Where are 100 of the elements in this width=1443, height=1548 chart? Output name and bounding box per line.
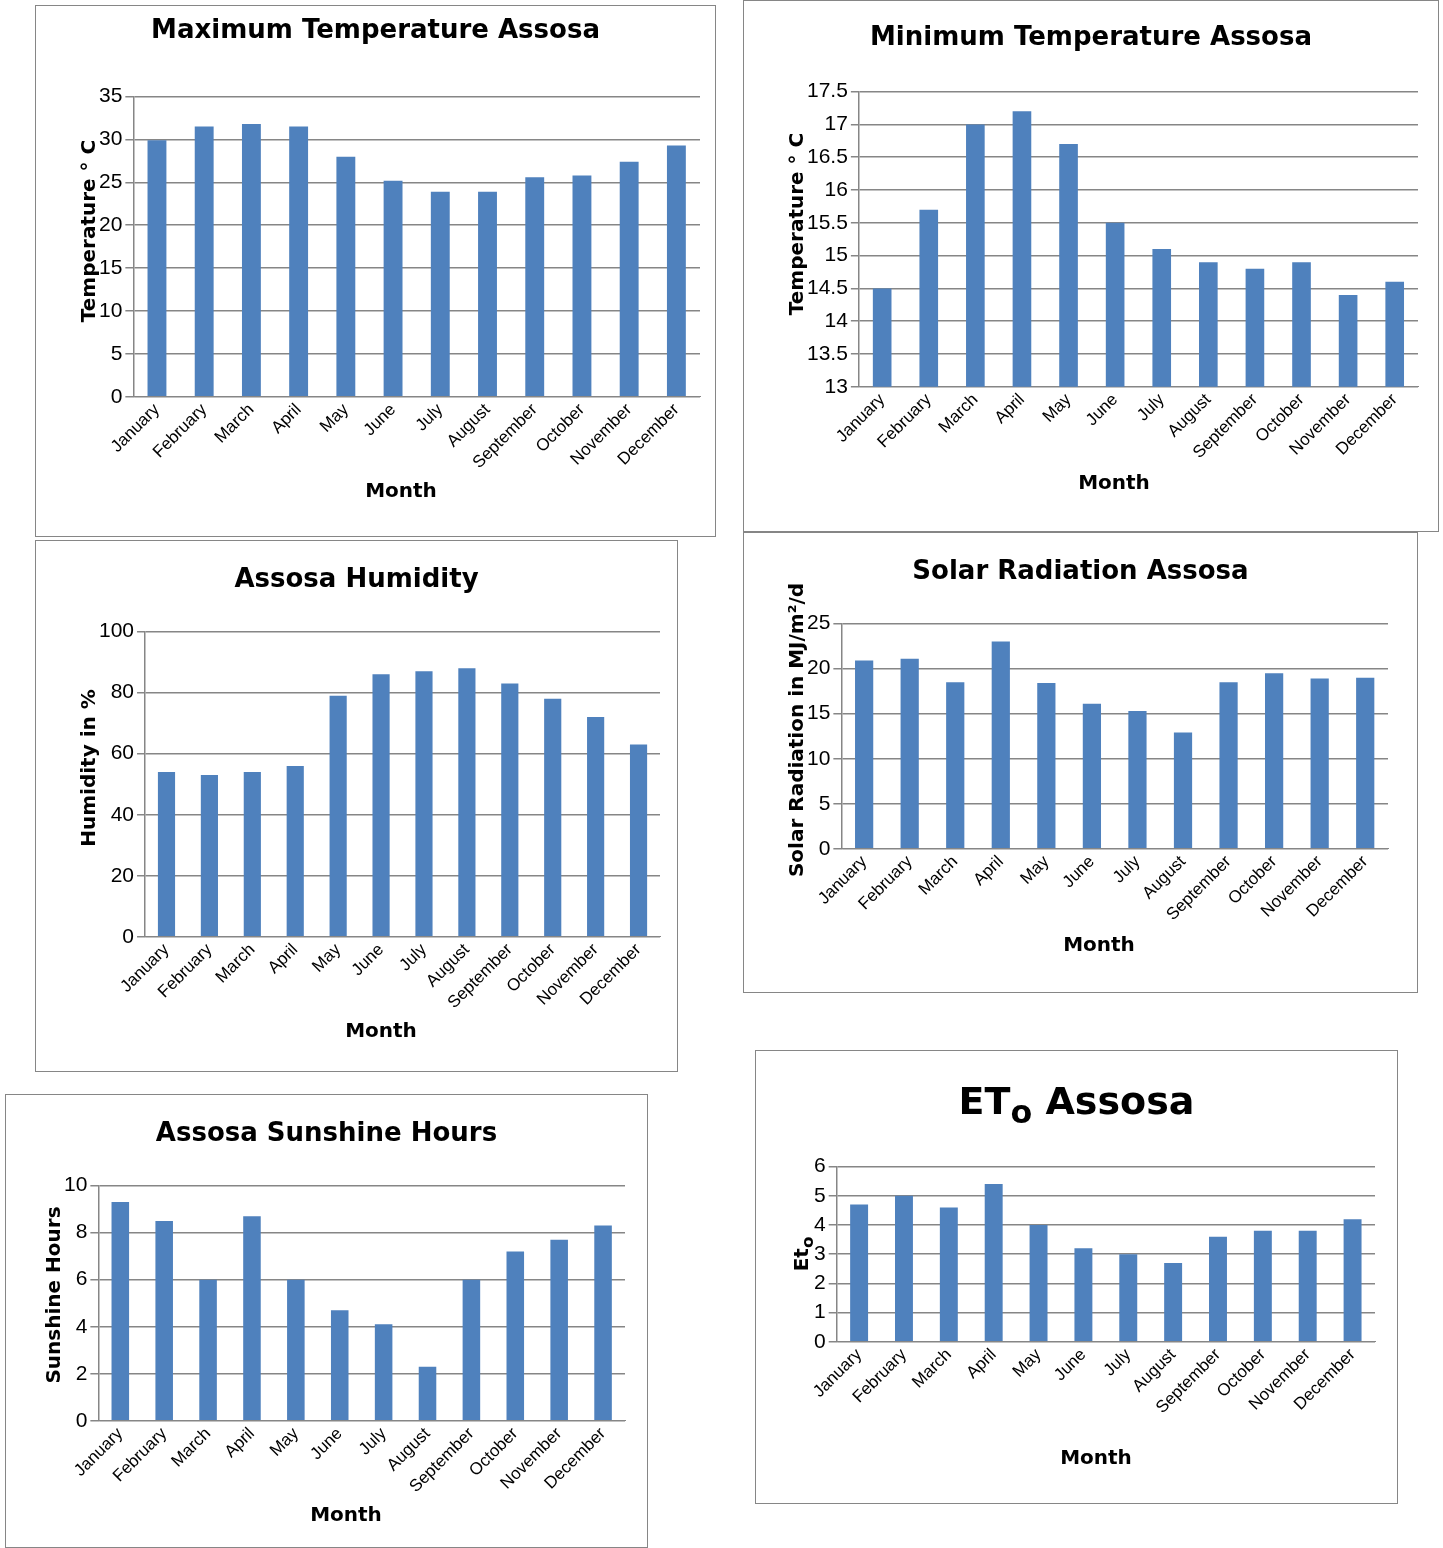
bar	[155, 1220, 173, 1421]
bar	[241, 124, 261, 397]
y-tick-label: 10	[64, 1172, 88, 1196]
bar	[329, 695, 347, 937]
bar	[1310, 678, 1329, 849]
x-axis-title: Month	[309, 1502, 383, 1526]
y-axis-title: Temperature ° C	[784, 132, 808, 316]
x-axis-title: Month	[1077, 470, 1151, 494]
y-tick-label: 15.5	[807, 209, 848, 233]
y-tick-label: 25	[99, 169, 123, 193]
chart-title: Minimum Temperature Assosa	[869, 21, 1313, 51]
bar	[374, 1324, 393, 1421]
y-tick-label: 20	[807, 655, 831, 679]
y-tick-label: 60	[110, 740, 135, 764]
x-axis-title: Month	[344, 1018, 418, 1042]
bar	[1082, 703, 1102, 849]
bar	[243, 1216, 261, 1421]
bar	[372, 674, 390, 937]
bar	[900, 658, 919, 849]
bar	[587, 717, 605, 937]
bar	[1119, 1254, 1138, 1342]
y-tick-label: 0	[110, 383, 123, 407]
bar	[415, 671, 433, 937]
x-tick-label: May	[315, 399, 353, 436]
bar	[330, 1310, 349, 1421]
bar	[243, 771, 261, 937]
y-tick-label: 20	[110, 862, 135, 886]
bar	[430, 191, 450, 397]
x-tick-label: July	[354, 1423, 391, 1459]
bar	[418, 1366, 437, 1421]
y-tick-label: 8	[75, 1219, 88, 1243]
y-tick-label: 17	[824, 111, 848, 135]
x-tick-label: July	[411, 399, 447, 435]
bar	[501, 683, 519, 937]
x-tick-label: May	[1008, 1344, 1046, 1381]
y-tick-label: 2	[813, 1270, 826, 1294]
bar	[1265, 673, 1284, 849]
bar	[629, 744, 648, 937]
bar	[157, 771, 176, 937]
bar	[1356, 677, 1375, 849]
y-tick-label: 14.5	[807, 275, 848, 299]
y-tick-label: 6	[75, 1266, 88, 1290]
x-tick-label: July	[395, 939, 431, 975]
x-axis-title: Month	[364, 478, 438, 502]
y-tick-label: 15	[824, 242, 848, 266]
bar	[572, 175, 592, 397]
chart-title: Assosa Sunshine Hours	[154, 1117, 499, 1147]
bar	[506, 1251, 525, 1421]
bar	[286, 765, 304, 937]
bar	[383, 180, 403, 397]
y-tick-label: 25	[807, 610, 831, 634]
bar	[946, 682, 965, 849]
y-tick-label: 20	[99, 212, 123, 236]
bar	[1209, 1236, 1227, 1342]
bar	[289, 126, 309, 397]
bar	[1298, 1230, 1317, 1342]
bar	[850, 1204, 869, 1342]
y-axis-title: Solar Radiation in MJ/m²/d	[784, 582, 808, 877]
y-tick-label: 4	[75, 1313, 88, 1337]
x-tick-label: May	[1038, 389, 1076, 426]
y-tick-label: 2	[75, 1360, 88, 1384]
bar	[1219, 682, 1238, 849]
bar	[111, 1202, 130, 1421]
bar	[478, 191, 497, 397]
y-tick-label: 100	[98, 618, 135, 642]
y-tick-label: 10	[99, 297, 123, 321]
chart-title: Maximum Temperature Assosa	[150, 14, 601, 44]
x-tick-label: July	[1099, 1344, 1135, 1380]
x-axis-title: Month	[1062, 932, 1136, 956]
bar	[462, 1279, 481, 1421]
y-tick-label: 15	[807, 700, 831, 724]
bar	[147, 140, 167, 397]
x-tick-label: May	[265, 1423, 303, 1460]
y-tick-label: 6	[813, 1153, 826, 1177]
bar	[544, 698, 562, 937]
bar	[1074, 1248, 1093, 1342]
y-tick-label: 5	[813, 1182, 826, 1206]
x-tick-label: July	[1108, 851, 1144, 887]
y-tick-label: 0	[813, 1328, 826, 1352]
y-tick-label: 3	[813, 1240, 826, 1264]
chart-title: Assosa Humidity	[233, 563, 480, 593]
bar	[194, 126, 214, 397]
chart-title: ET$_{o}$ Assosa	[957, 1079, 1196, 1130]
bar	[525, 177, 545, 397]
x-tick-label: May	[308, 939, 345, 976]
y-tick-label: 15	[99, 254, 123, 278]
y-tick-label: 14	[824, 307, 849, 331]
bar	[991, 641, 1010, 849]
y-tick-label: 4	[813, 1211, 826, 1235]
x-tick-label: July	[1133, 389, 1169, 425]
bar	[1029, 1224, 1048, 1342]
bar	[855, 660, 874, 849]
y-tick-label: 1	[813, 1299, 826, 1323]
y-tick-label: 16	[824, 176, 848, 200]
y-tick-label: 0	[818, 835, 831, 859]
bar	[984, 1184, 1003, 1342]
bar	[594, 1225, 612, 1421]
bar	[1164, 1262, 1183, 1342]
y-axis-title: Sunshine Hours	[41, 1206, 65, 1384]
y-tick-label: 80	[110, 679, 135, 703]
